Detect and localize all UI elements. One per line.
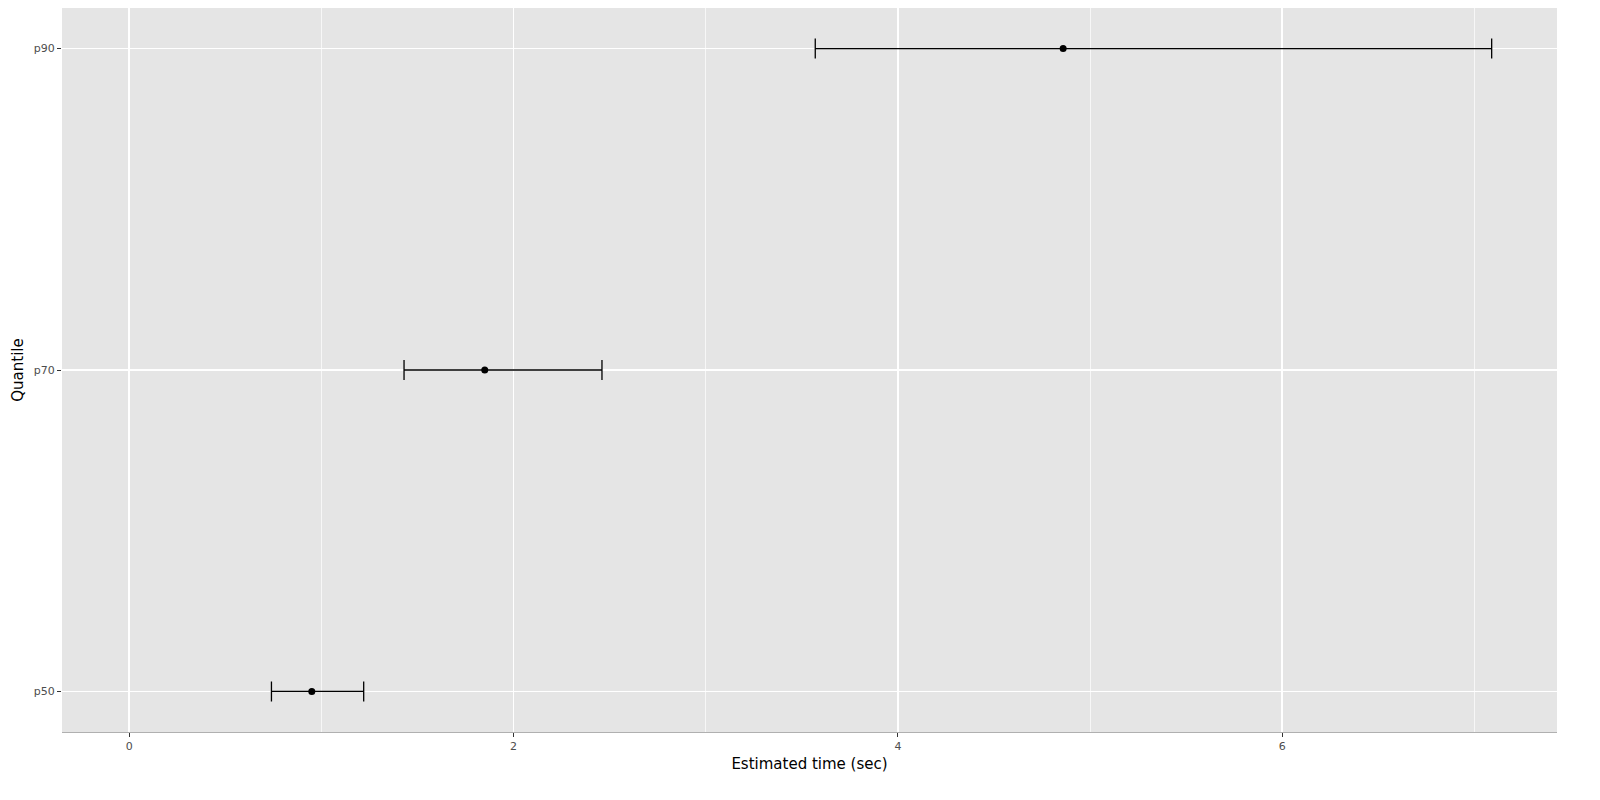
svg-text:p90: p90 [34,42,55,55]
svg-text:6: 6 [1279,740,1286,753]
svg-text:Estimated time (sec): Estimated time (sec) [731,755,887,773]
svg-text:2: 2 [510,740,517,753]
svg-text:4: 4 [894,740,901,753]
svg-text:0: 0 [126,740,133,753]
svg-text:Quantile: Quantile [9,338,27,401]
svg-text:p50: p50 [34,685,55,698]
svg-text:p70: p70 [34,364,55,377]
